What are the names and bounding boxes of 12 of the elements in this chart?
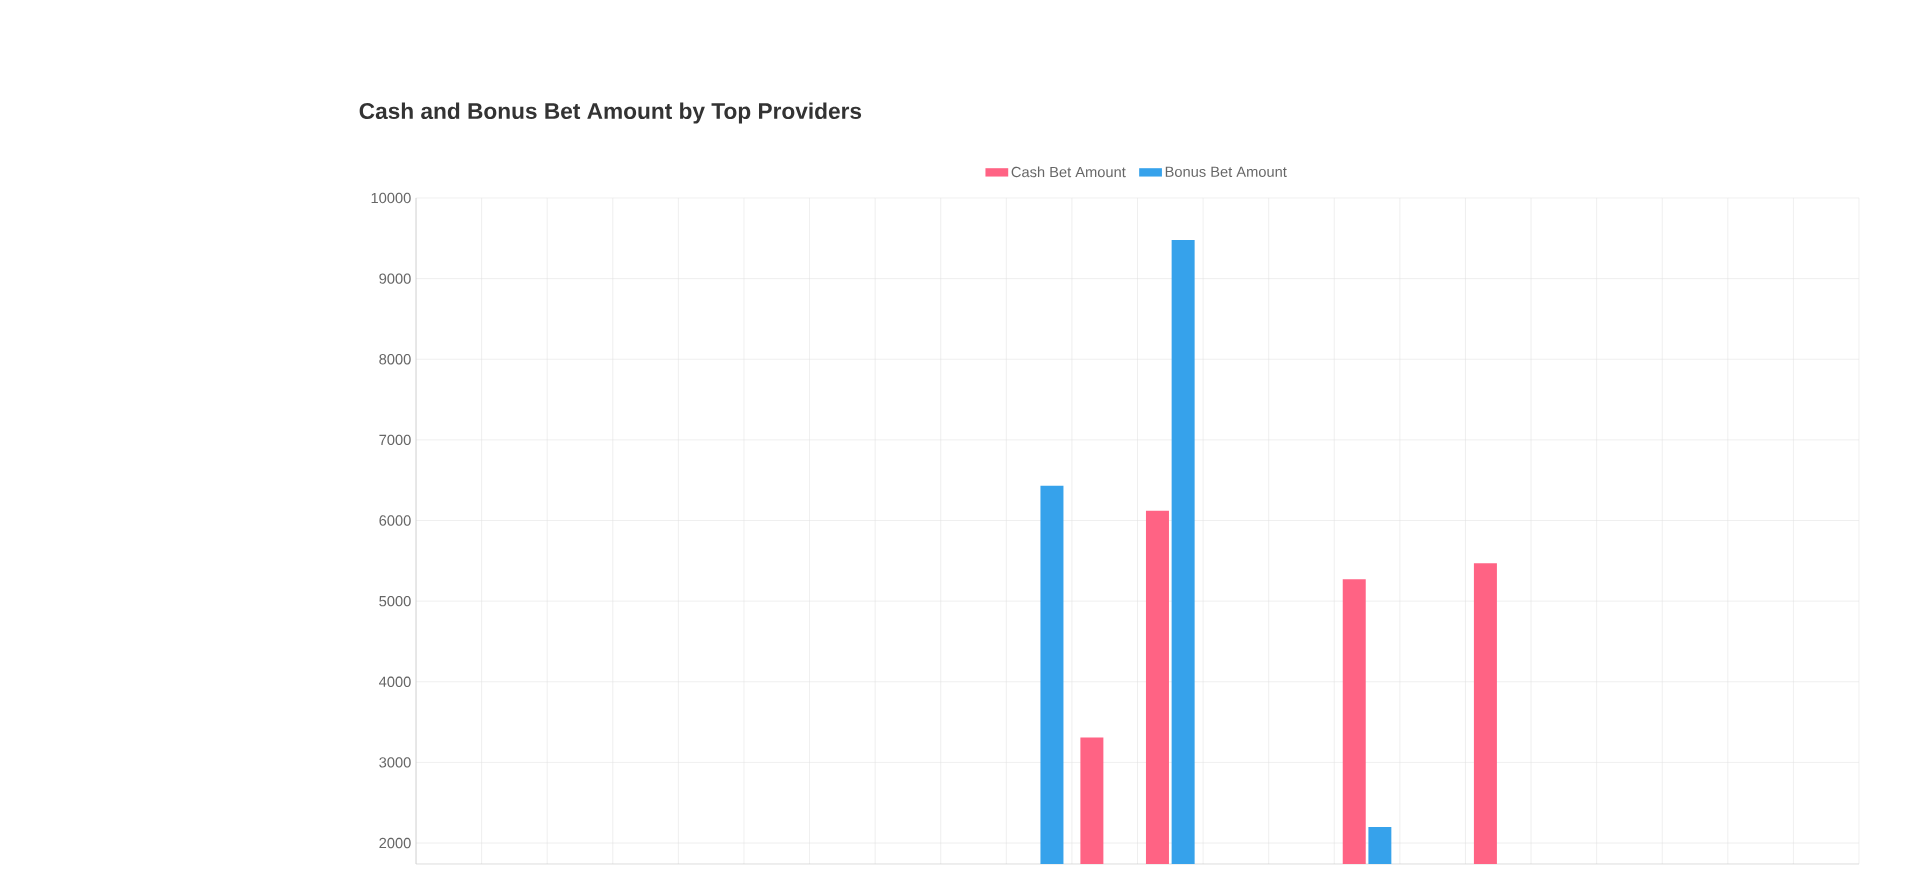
- y-tick-label: 2000: [379, 837, 411, 849]
- y-tick-label: 9000: [379, 273, 411, 284]
- y-tick-label: 3000: [379, 757, 411, 768]
- legend-label: Bonus Bet Amount: [1165, 166, 1287, 177]
- y-tick-label: 6000: [379, 515, 411, 526]
- y-tick-label: 10000: [371, 192, 411, 204]
- y-tick-label: 4000: [379, 676, 411, 687]
- chart-title: Cash and Bonus Bet Amount by Top Providers: [359, 102, 862, 124]
- y-tick-label: 5000: [379, 595, 411, 607]
- y-tick-label: 8000: [379, 354, 411, 365]
- legend-label: Cash Bet Amount: [1011, 166, 1126, 178]
- y-tick-label: 7000: [379, 434, 411, 446]
